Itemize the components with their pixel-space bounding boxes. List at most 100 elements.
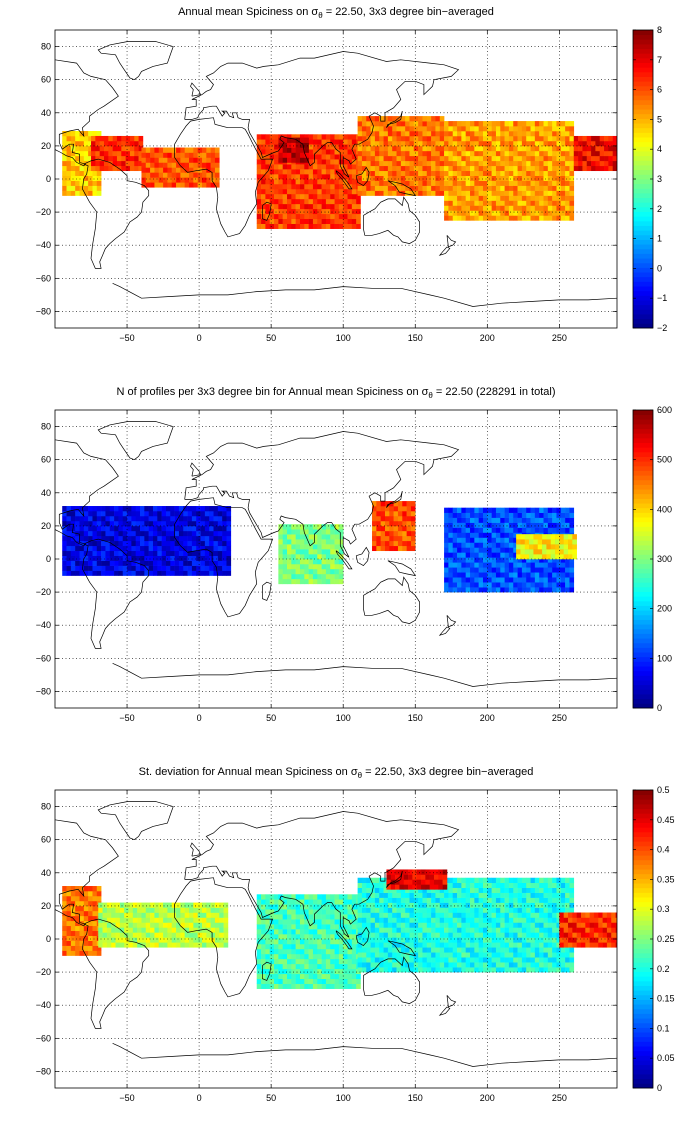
bin-cell [274, 154, 279, 160]
bin-cell [406, 535, 412, 542]
bin-cell [330, 894, 335, 900]
bin-cell [187, 530, 193, 537]
bin-cell [256, 978, 262, 984]
bin-cell [118, 545, 124, 552]
bin-cell [312, 213, 318, 220]
bin-cell [102, 942, 108, 948]
bin-cell [482, 155, 488, 162]
bin-cell [405, 170, 410, 176]
bin-cell [325, 213, 331, 220]
bin-cell [299, 193, 305, 200]
bin-cell [431, 140, 436, 147]
bin-cell [282, 223, 288, 229]
bin-cell [495, 185, 501, 191]
bin-cell [165, 540, 171, 547]
bin-cell [448, 121, 454, 127]
bin-cell [295, 193, 301, 200]
bin-cell [539, 572, 544, 578]
bin-cell [504, 195, 510, 201]
bin-cell [556, 155, 562, 162]
bin-cell [439, 962, 445, 968]
bin-cell [530, 572, 536, 578]
bin-cell [206, 162, 211, 168]
bin-cell [534, 175, 540, 181]
bin-cell [379, 902, 384, 908]
bin-cell [128, 912, 134, 918]
bin-cell [461, 145, 466, 152]
bin-cell [448, 967, 454, 973]
bin-cell [392, 135, 397, 142]
bin-cell [560, 135, 566, 142]
bin-cell [269, 909, 275, 915]
bin-cell [278, 188, 283, 195]
bin-cell [457, 195, 462, 201]
bin-cell [457, 907, 462, 913]
bin-cell [278, 929, 283, 935]
colorbar-step [633, 206, 653, 212]
bin-cell [118, 550, 124, 556]
bin-cell [321, 554, 327, 560]
bin-cell [383, 160, 389, 167]
bin-cell [372, 530, 377, 537]
bin-cell [361, 897, 367, 903]
bin-cell [219, 922, 224, 928]
bin-cell [413, 917, 419, 923]
bin-cell [418, 150, 423, 157]
bin-cell [338, 188, 344, 195]
coastline [262, 201, 272, 221]
bin-cell [201, 162, 207, 168]
bin-cell [217, 545, 223, 552]
bin-cell [88, 565, 93, 571]
bin-cell [265, 183, 271, 190]
bin-cell [137, 912, 142, 918]
bin-cell [210, 907, 216, 913]
bin-cell [131, 530, 136, 537]
bin-cell [137, 907, 142, 913]
bin-cell [174, 565, 180, 571]
colorbar-step [633, 216, 653, 222]
bin-cell [66, 140, 72, 147]
bin-cell [402, 510, 407, 517]
bin-cell [261, 213, 266, 220]
bin-cell [384, 535, 390, 542]
bin-cell [387, 917, 393, 923]
bin-cell [439, 957, 445, 963]
bin-cell [148, 545, 154, 552]
bin-cell [282, 188, 288, 195]
bin-cell [161, 525, 167, 532]
bin-cell [448, 190, 454, 196]
bin-cell [163, 157, 168, 163]
bin-cell [321, 929, 327, 935]
bin-cell [338, 904, 344, 910]
colorbar-step [633, 670, 653, 676]
bin-cell [351, 134, 357, 140]
bin-cell [88, 140, 93, 147]
bin-cell [379, 126, 384, 132]
bin-cell [103, 145, 109, 152]
bin-cell [299, 914, 305, 920]
bin-cell [167, 162, 173, 168]
bin-cell [530, 190, 536, 196]
bin-cell [214, 917, 220, 923]
bin-cell [222, 550, 227, 556]
bin-cell [444, 512, 449, 518]
bin-cell [83, 945, 89, 951]
bin-cell [295, 157, 301, 163]
bin-cell [586, 145, 592, 152]
bin-cell [96, 570, 102, 576]
bin-cell [330, 534, 335, 540]
bin-cell [500, 160, 505, 167]
bin-cell [261, 978, 266, 984]
colorbar-step [633, 605, 653, 611]
bin-cell [145, 942, 151, 948]
bin-cell [176, 932, 181, 938]
bin-cell [189, 152, 194, 158]
bin-cell [201, 172, 207, 178]
bin-cell [435, 140, 441, 147]
bin-cell [145, 177, 151, 183]
bin-cell [487, 140, 492, 147]
bin-cell [165, 535, 171, 542]
bin-cell [372, 540, 377, 547]
bin-cell [392, 160, 397, 167]
bin-cell [154, 157, 160, 163]
